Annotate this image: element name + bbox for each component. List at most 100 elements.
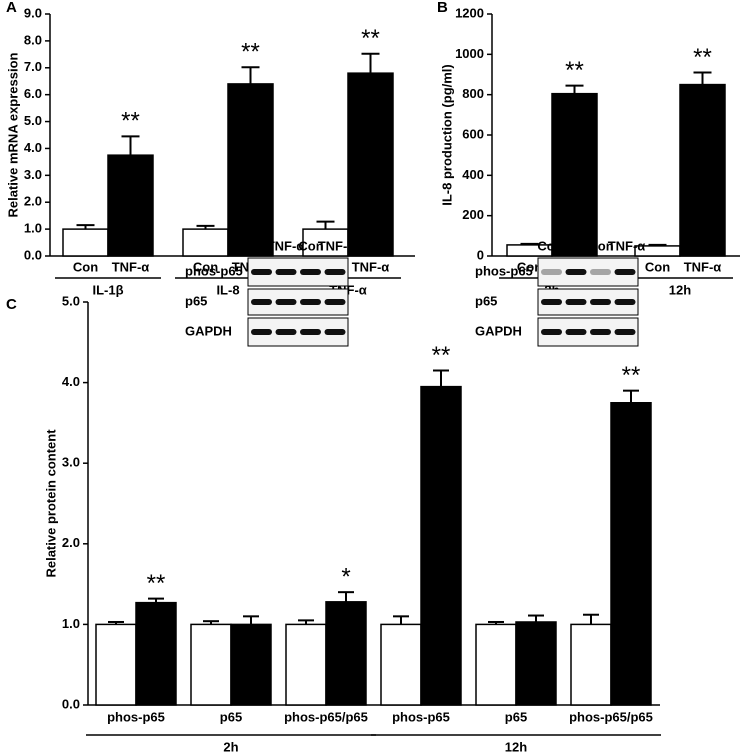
bar xyxy=(285,623,327,706)
y-tick-label: 5.0 xyxy=(62,293,80,308)
blot-band xyxy=(251,269,272,275)
y-tick-label: 7.0 xyxy=(24,59,42,74)
blot-band xyxy=(565,299,587,305)
blot-band xyxy=(614,329,636,335)
bar xyxy=(380,623,422,706)
y-axis-title: Relative mRNA expression xyxy=(5,52,20,217)
series-label: TNF-α xyxy=(684,259,722,274)
blot-row-label: p65 xyxy=(475,293,497,308)
y-tick-label: 1.0 xyxy=(62,616,80,631)
blot-row-label: phos-p65 xyxy=(475,263,533,278)
lane-label: Con xyxy=(588,238,613,253)
bar xyxy=(182,228,229,257)
x-tick-label: p65 xyxy=(220,709,242,724)
blot-band xyxy=(565,329,587,335)
y-tick-label: 6.0 xyxy=(24,86,42,101)
blot-row-label: phos-p65 xyxy=(185,263,243,278)
y-tick-label: 8.0 xyxy=(24,32,42,47)
bar xyxy=(347,72,394,257)
group-label: 2h xyxy=(223,739,238,754)
y-tick-label: 200 xyxy=(462,207,484,222)
x-tick-label: IL-8 xyxy=(216,282,239,297)
y-tick-label: 5.0 xyxy=(24,113,42,128)
blot-band xyxy=(541,299,562,305)
panel-label: B xyxy=(437,0,448,16)
significance: ** xyxy=(361,25,380,52)
blot-band xyxy=(590,269,611,275)
blot-row-label: GAPDH xyxy=(475,323,522,338)
significance: * xyxy=(341,564,350,591)
series-label: Con xyxy=(645,259,670,274)
lane-label: TNF-α xyxy=(318,238,356,253)
y-tick-label: 2.0 xyxy=(62,535,80,550)
x-tick-label: phos-p65 xyxy=(392,709,450,724)
y-axis-title: IL-8 production (pg/ml) xyxy=(439,64,454,206)
series-label: Con xyxy=(193,259,218,274)
x-tick-label: phos-p65/p65 xyxy=(569,709,653,724)
blot-band xyxy=(300,329,321,335)
lane-label: Con xyxy=(247,238,272,253)
y-tick-label: 4.0 xyxy=(62,374,80,389)
group-label: 12h xyxy=(505,739,527,754)
y-tick-label: 9.0 xyxy=(24,5,42,20)
blot-band xyxy=(251,329,272,335)
blot-band xyxy=(300,269,321,275)
y-axis-title: Relative protein content xyxy=(43,429,58,578)
y-tick-label: 0.0 xyxy=(62,696,80,711)
series-label: Con xyxy=(517,259,542,274)
blot-band xyxy=(565,269,587,275)
bar xyxy=(551,92,598,257)
blot-band xyxy=(275,299,297,305)
x-tick-label: phos-p65 xyxy=(107,709,165,724)
y-tick-label: 400 xyxy=(462,167,484,182)
y-tick-label: 600 xyxy=(462,126,484,141)
bar xyxy=(325,601,367,706)
blot-band xyxy=(541,269,562,275)
panel-label: A xyxy=(6,0,17,16)
significance: ** xyxy=(147,570,166,597)
significance: ** xyxy=(693,44,712,71)
y-tick-label: 3.0 xyxy=(62,455,80,470)
y-tick-label: 2.0 xyxy=(24,194,42,209)
significance: ** xyxy=(121,108,140,135)
x-tick-label: p65 xyxy=(505,709,527,724)
blot-band xyxy=(590,329,611,335)
blot-band xyxy=(590,299,611,305)
panel-label: C xyxy=(6,296,17,313)
lane-label: TNF-α xyxy=(608,238,646,253)
x-tick-label: IL-1β xyxy=(92,282,123,297)
blot-row-label: p65 xyxy=(185,293,207,308)
lane-label: TNF-α xyxy=(267,238,305,253)
blot-band xyxy=(324,269,346,275)
blot-row-label: GAPDH xyxy=(185,323,232,338)
y-tick-label: 0 xyxy=(477,247,484,262)
bar xyxy=(135,601,177,706)
x-tick-label: 12h xyxy=(669,282,691,297)
series-label: Con xyxy=(73,259,98,274)
lane-label: Con xyxy=(298,238,323,253)
significance: ** xyxy=(622,362,641,389)
blot-band xyxy=(614,269,636,275)
blot-band xyxy=(275,329,297,335)
y-tick-label: 4.0 xyxy=(24,140,42,155)
lane-label: Con xyxy=(537,238,562,253)
blot-band xyxy=(614,299,636,305)
blot-band xyxy=(251,299,272,305)
bar xyxy=(62,228,109,257)
bar xyxy=(302,228,349,257)
significance: ** xyxy=(241,39,260,66)
significance: ** xyxy=(565,57,584,84)
bar xyxy=(610,402,652,706)
blot-band xyxy=(324,329,346,335)
bar xyxy=(107,154,154,257)
bar xyxy=(230,623,272,706)
series-label: TNF-α xyxy=(112,259,150,274)
y-tick-label: 1200 xyxy=(455,5,484,20)
lane-label: TNF-α xyxy=(557,238,595,253)
blot-band xyxy=(300,299,321,305)
y-tick-label: 800 xyxy=(462,86,484,101)
significance: ** xyxy=(432,342,451,369)
series-label: TNF-α xyxy=(352,259,390,274)
y-tick-label: 3.0 xyxy=(24,167,42,182)
